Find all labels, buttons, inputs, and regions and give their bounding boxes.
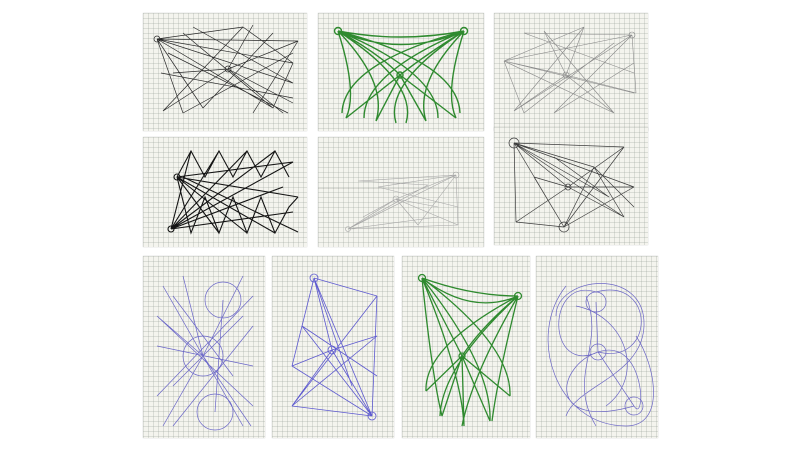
line-drawing <box>153 24 299 114</box>
sketch-sheet-r1c2 <box>318 13 484 131</box>
sketch-sheet-r2c3 <box>494 127 648 245</box>
line-drawing <box>508 137 635 233</box>
line-drawing <box>503 26 637 114</box>
sketch-sheet-r2c1 <box>143 137 307 247</box>
line-drawing <box>156 275 254 431</box>
line-drawing <box>291 273 378 421</box>
line-drawing <box>345 171 460 232</box>
sketch-sheet-r2c2 <box>318 137 484 247</box>
line-drawing <box>547 283 654 427</box>
sketch-sheet-r3c4 <box>536 256 658 438</box>
sketch-sheet-r3c2 <box>272 256 394 438</box>
sketch-sheet-r1c1 <box>143 13 307 131</box>
sketch-sheet-r3c1 <box>143 256 265 438</box>
sketch-sheet-r3c3 <box>402 256 530 438</box>
paper-fold <box>318 187 484 189</box>
line-drawing <box>417 273 523 427</box>
line-drawing <box>167 149 299 235</box>
sketch-sheet-r1c3 <box>494 13 648 131</box>
line-drawing <box>333 26 469 124</box>
